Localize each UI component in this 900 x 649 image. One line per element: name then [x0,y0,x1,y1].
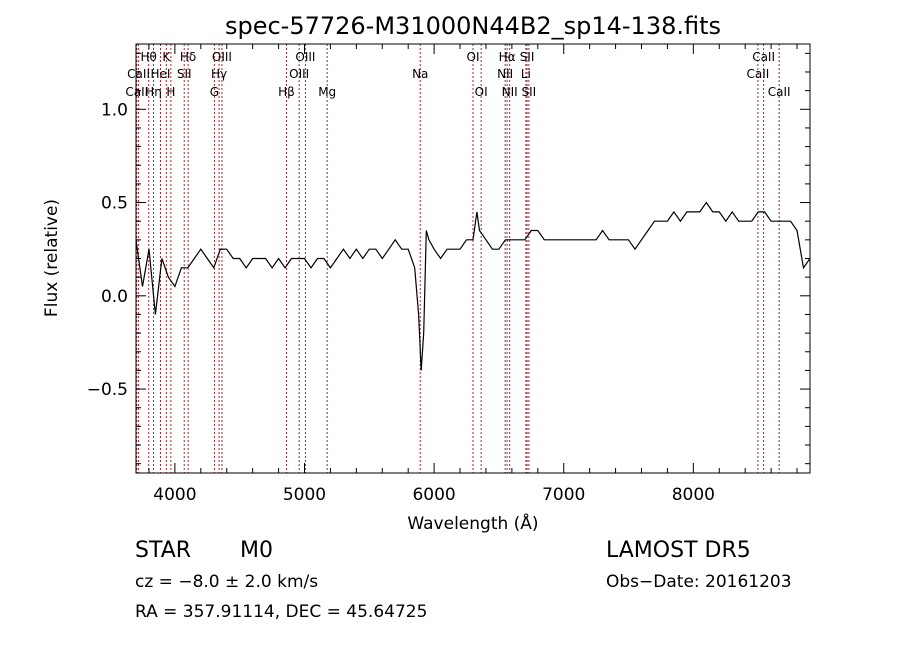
line-label-21: G [210,85,219,99]
line-label-1: K [162,50,171,64]
chart-title: spec-57726-M31000N44B2_sp14-138.fits [225,12,721,40]
line-label-0: Hθ [141,50,157,64]
y-axis: −0.5 0.0 0.5 1.0 [87,52,810,465]
x-tick-label-1: 5000 [283,485,326,505]
x-tick-label-0: 4000 [153,485,196,505]
line-label-18: CaII [125,85,148,99]
line-label-26: SII [522,85,537,99]
coordinates: RA = 357.91114, DEC = 45.64725 [135,602,428,622]
y-tick-label-3: 1.0 [101,100,128,120]
line-label-11: SII [177,67,192,81]
line-label-7: SII [520,50,535,64]
line-markers [136,44,780,473]
subclass: M0 [240,538,273,563]
line-label-22: Hβ [278,85,295,99]
line-label-15: NII [497,67,513,81]
line-label-19: Hη [145,85,162,99]
x-tick-label-3: 7000 [542,485,585,505]
x-axis: 4000 5000 6000 7000 8000 [148,44,798,505]
line-label-27: CaII [768,85,791,99]
line-label-9: CaII [127,67,150,81]
line-label-10: HeI [151,67,171,81]
redshift-velocity: cz = −8.0 ± 2.0 km/s [135,572,319,592]
y-tick-label-1: 0.0 [101,287,128,307]
line-label-25: NII [502,85,518,99]
line-label-6: Hα [499,50,516,64]
survey-name: LAMOST DR5 [606,538,751,563]
spectrum-line [135,201,811,371]
observation-date: Obs−Date: 20161203 [606,572,792,592]
x-tick-label-4: 8000 [672,485,715,505]
y-tick-label-2: 0.5 [101,194,128,214]
x-axis-label: Wavelength (Å) [407,512,538,534]
line-label-3: OIII [212,50,232,64]
line-label-5: OI [467,50,480,64]
x-tick-label-2: 6000 [412,485,455,505]
line-label-12: Hγ [211,67,227,81]
y-tick-label-0: −0.5 [87,380,128,400]
line-label-16: Li [521,67,531,81]
line-label-24: OI [475,85,488,99]
line-label-20: H [166,85,175,99]
line-label-17: CaII [746,67,769,81]
line-label-2: Hδ [180,50,196,64]
line-label-8: CaII [752,50,775,64]
line-label-13: OIII [289,67,309,81]
object-class: STAR [135,538,192,563]
spectrum-chart: spec-57726-M31000N44B2_sp14-138.fits Hθ K… [42,12,811,534]
line-label-23: Mg [318,85,336,99]
line-label-14: Na [412,67,428,81]
line-label-4: OIII [295,50,315,64]
y-axis-label: Flux (relative) [42,199,62,317]
